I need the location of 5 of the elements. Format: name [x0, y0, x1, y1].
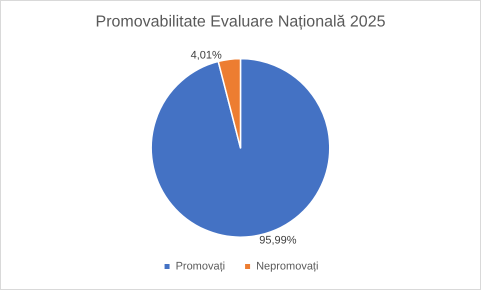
legend-label: Nepromovați — [256, 260, 318, 272]
data-label: 95,99% — [259, 234, 297, 246]
chart-title: Promovabilitate Evaluare Națională 2025 — [96, 14, 386, 30]
legend-label: Promovați — [176, 260, 226, 272]
data-label: 4,01% — [190, 49, 222, 62]
